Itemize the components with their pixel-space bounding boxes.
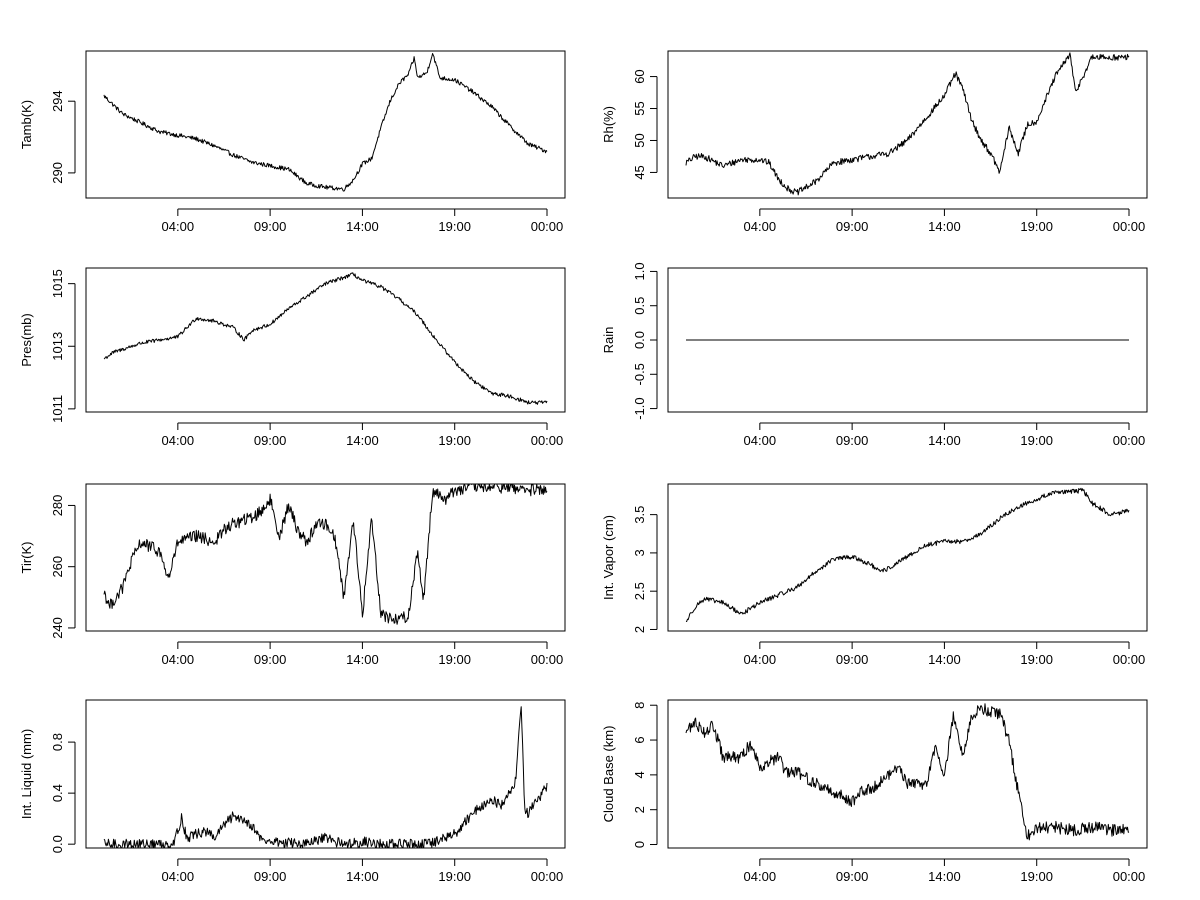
tamb-x-tick-label: 19:00 <box>438 219 471 234</box>
cloudbase-x-tick-label: 09:00 <box>836 869 869 884</box>
rh-x-tick-label: 04:00 <box>744 219 777 234</box>
rain-x-tick-label: 00:00 <box>1113 433 1146 448</box>
tir-x-tick-label: 19:00 <box>438 652 471 667</box>
liquid-x-tick-label: 19:00 <box>438 869 471 884</box>
tamb-x-tick-label: 00:00 <box>531 219 564 234</box>
vapor-x-tick-label: 09:00 <box>836 652 869 667</box>
rh-y-tick-label: 60 <box>632 69 647 83</box>
vapor-y-tick-label: 3.5 <box>632 506 647 524</box>
tamb-plot-frame <box>85 50 566 199</box>
cloudbase-x-tick-label: 19:00 <box>1020 869 1053 884</box>
rain-x-tick-label: 19:00 <box>1020 433 1053 448</box>
pres-y-tick-label: 1011 <box>50 395 65 423</box>
rain-y-tick-label: 1.0 <box>632 262 647 280</box>
liquid-x-tick-label: 00:00 <box>531 869 564 884</box>
cloudbase-y-tick-label: 0 <box>632 841 647 848</box>
liquid-series-line <box>103 706 548 849</box>
rh-x-tick-label: 14:00 <box>928 219 961 234</box>
pres-y-tick-label: 1013 <box>50 332 65 361</box>
pres-plot-frame <box>85 267 566 413</box>
tamb-x-tick-label: 04:00 <box>162 219 195 234</box>
tir-x-tick-label: 09:00 <box>254 652 287 667</box>
cloudbase-x-tick-label: 04:00 <box>744 869 777 884</box>
pres-series-line <box>103 272 548 405</box>
tamb-y-tick-label: 290 <box>50 162 65 184</box>
cloudbase-y-tick-label: 4 <box>632 771 647 778</box>
liquid-plot-frame <box>85 699 566 849</box>
tir-y-tick-label: 240 <box>50 617 65 639</box>
cloudbase-series-line <box>685 703 1130 841</box>
pres-x-tick-label: 04:00 <box>162 433 195 448</box>
rh-series-line <box>685 52 1130 196</box>
tir-y-tick-label: 260 <box>50 556 65 578</box>
vapor-x-tick-label: 14:00 <box>928 652 961 667</box>
tamb-ylabel: Tamb(K) <box>19 100 34 149</box>
cloudbase-y-tick-label: 8 <box>632 702 647 709</box>
rain-y-tick-label: -1.0 <box>632 397 647 419</box>
cloudbase-x-tick-label: 00:00 <box>1113 869 1146 884</box>
tir-y-tick-label: 280 <box>50 495 65 517</box>
liquid-x-tick-label: 14:00 <box>346 869 379 884</box>
pres-x-tick-label: 00:00 <box>531 433 564 448</box>
vapor-x-tick-label: 00:00 <box>1113 652 1146 667</box>
rh-y-tick-label: 50 <box>632 133 647 147</box>
vapor-x-tick-label: 04:00 <box>744 652 777 667</box>
rh-x-tick-label: 00:00 <box>1113 219 1146 234</box>
rain-x-tick-label: 09:00 <box>836 433 869 448</box>
rain-x-tick-label: 04:00 <box>744 433 777 448</box>
tamb-x-tick-label: 14:00 <box>346 219 379 234</box>
pres-ylabel: Pres(mb) <box>19 313 34 366</box>
tir-ylabel: Tir(K) <box>19 541 34 573</box>
tir-series-line <box>103 483 548 625</box>
tir-x-tick-label: 00:00 <box>531 652 564 667</box>
liquid-x-tick-label: 09:00 <box>254 869 287 884</box>
tir-plot-frame <box>85 483 566 632</box>
tamb-y-tick-label: 294 <box>50 90 65 112</box>
pres-x-tick-label: 14:00 <box>346 433 379 448</box>
cloudbase-plot-frame <box>667 699 1148 849</box>
liquid-y-tick-label: 0.0 <box>50 835 65 853</box>
vapor-y-tick-label: 3 <box>632 549 647 556</box>
pres-x-tick-label: 09:00 <box>254 433 287 448</box>
liquid-y-tick-label: 0.8 <box>50 733 65 751</box>
vapor-y-tick-label: 2 <box>632 626 647 633</box>
rain-plot-frame <box>667 267 1148 413</box>
cloudbase-ylabel: Cloud Base (km) <box>601 726 616 823</box>
vapor-plot-frame <box>667 483 1148 632</box>
rain-y-tick-label: 0.0 <box>632 331 647 349</box>
vapor-x-tick-label: 19:00 <box>1020 652 1053 667</box>
cloudbase-y-tick-label: 2 <box>632 806 647 813</box>
rh-ylabel: Rh(%) <box>601 106 616 143</box>
rain-ylabel: Rain <box>601 327 616 354</box>
vapor-y-tick-label: 2.5 <box>632 582 647 600</box>
vapor-ylabel: Int. Vapor (cm) <box>601 515 616 600</box>
rh-x-tick-label: 19:00 <box>1020 219 1053 234</box>
tir-x-tick-label: 14:00 <box>346 652 379 667</box>
rh-x-tick-label: 09:00 <box>836 219 869 234</box>
cloudbase-y-tick-label: 6 <box>632 736 647 743</box>
liquid-y-tick-label: 0.4 <box>50 784 65 802</box>
cloudbase-x-tick-label: 14:00 <box>928 869 961 884</box>
rain-x-tick-label: 14:00 <box>928 433 961 448</box>
rh-y-tick-label: 55 <box>632 101 647 115</box>
liquid-ylabel: Int. Liquid (mm) <box>19 729 34 819</box>
tamb-x-tick-label: 09:00 <box>254 219 287 234</box>
pres-y-tick-label: 1015 <box>50 269 65 298</box>
rh-y-tick-label: 45 <box>632 165 647 179</box>
rh-plot-frame <box>667 50 1148 199</box>
rain-y-tick-label: -0.5 <box>632 363 647 385</box>
liquid-x-tick-label: 04:00 <box>162 869 195 884</box>
pres-x-tick-label: 19:00 <box>438 433 471 448</box>
vapor-series-line <box>685 487 1130 622</box>
rain-y-tick-label: 0.5 <box>632 297 647 315</box>
tamb-series-line <box>103 53 548 192</box>
tir-x-tick-label: 04:00 <box>162 652 195 667</box>
